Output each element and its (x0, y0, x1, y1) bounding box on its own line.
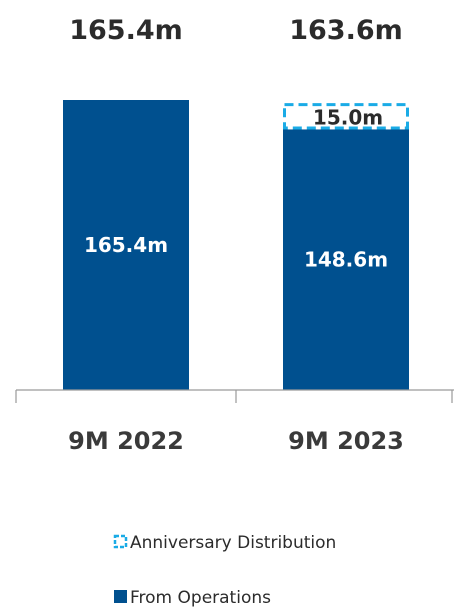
x-tick-label: 9M 2022 (68, 427, 184, 455)
bar-anniversary-distribution (283, 103, 409, 130)
legend-label: Anniversary Distribution (130, 533, 336, 553)
total-labels: 165.4m 163.6m (69, 15, 403, 46)
bar-from-operations (63, 100, 189, 390)
legend-swatch-from-operations (114, 590, 127, 603)
bar-value-label: 165.4m (84, 233, 168, 257)
bar-value-label: 15.0m (313, 105, 383, 129)
legend-label: From Operations (130, 588, 271, 608)
total-label: 165.4m (69, 15, 183, 46)
bar-from-operations (283, 129, 409, 390)
x-axis: 9M 2022 9M 2023 (15, 389, 454, 455)
x-tick-label: 9M 2023 (288, 427, 404, 455)
total-label: 163.6m (289, 15, 403, 46)
bar-value-label: 148.6m (304, 248, 388, 272)
bars: 165.4m 148.6m 15.0m (63, 100, 409, 390)
legend-swatch-anniversary (113, 534, 128, 549)
legend: Anniversary Distribution From Operations (113, 533, 336, 608)
